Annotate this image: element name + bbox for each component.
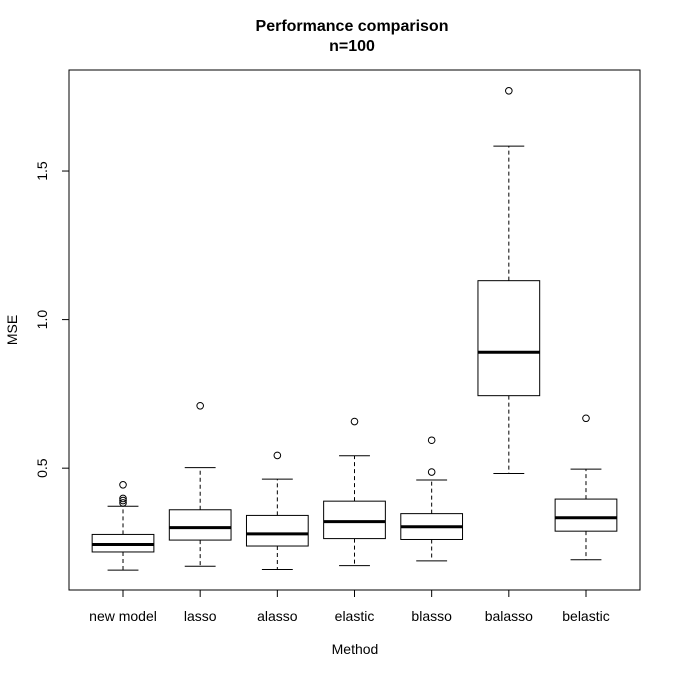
box-1 bbox=[168, 401, 232, 567]
box-0 bbox=[91, 481, 155, 571]
box-2 bbox=[245, 451, 309, 570]
chart-title: Performance comparison bbox=[256, 18, 449, 35]
outlier-point bbox=[505, 87, 513, 95]
y-tick-label: 1.0 bbox=[34, 310, 50, 330]
box-6 bbox=[554, 414, 618, 561]
outlier-point bbox=[119, 496, 127, 505]
outlier-point bbox=[427, 468, 436, 476]
iqr-box bbox=[554, 498, 618, 532]
x-tick-label: blasso bbox=[411, 608, 452, 624]
iqr-box bbox=[477, 280, 541, 397]
x-tick-label: alasso bbox=[257, 608, 298, 624]
y-axis: 0.5 1.0 1.5 bbox=[34, 161, 69, 478]
outlier-point bbox=[273, 451, 282, 460]
y-tick-label: 0.5 bbox=[34, 458, 50, 478]
chart-subtitle: n=100 bbox=[329, 38, 375, 55]
x-tick-label: balasso bbox=[485, 608, 533, 624]
y-tick-label: 1.5 bbox=[34, 161, 50, 181]
box-5 bbox=[477, 87, 541, 475]
box-3 bbox=[323, 417, 386, 567]
x-axis: new model lasso alasso elastic blasso balasso… bbox=[89, 590, 610, 624]
iqr-box bbox=[168, 509, 232, 541]
iqr-box bbox=[323, 500, 386, 540]
outlier-point bbox=[427, 436, 436, 445]
outlier-point bbox=[119, 499, 127, 507]
x-tick-label: elastic bbox=[335, 608, 375, 624]
x-tick-label: belastic bbox=[562, 608, 609, 624]
boxes bbox=[91, 87, 618, 571]
outlier-point bbox=[582, 414, 590, 423]
box-4 bbox=[400, 436, 464, 562]
outlier-point bbox=[119, 481, 127, 489]
iqr-box bbox=[245, 514, 309, 547]
y-axis-label: MSE bbox=[4, 315, 20, 345]
outlier-point bbox=[119, 494, 127, 503]
outlier-point bbox=[350, 417, 359, 426]
x-axis-label: Method bbox=[332, 641, 379, 657]
x-tick-label: lasso bbox=[184, 608, 217, 624]
x-tick-label: new model bbox=[89, 608, 157, 624]
outlier-point bbox=[196, 401, 204, 410]
